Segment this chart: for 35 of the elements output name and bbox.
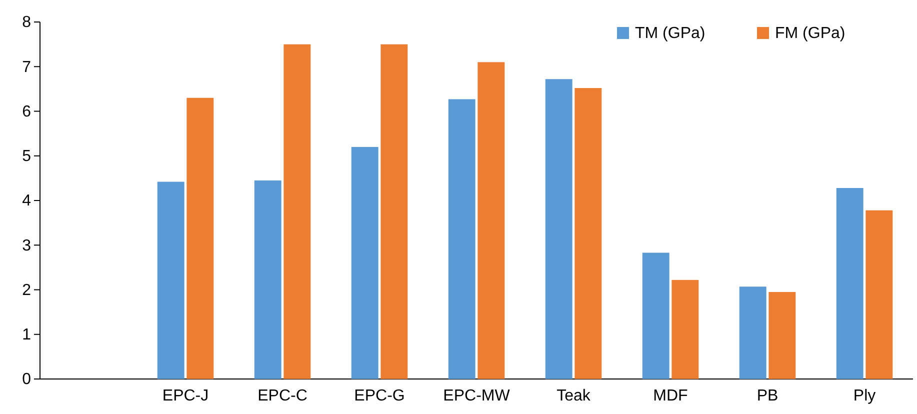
bar (380, 44, 408, 379)
bar (768, 292, 796, 379)
bar (284, 44, 311, 379)
y-tick-label: 0 (22, 371, 32, 388)
bar (186, 98, 214, 379)
x-tick-label: Ply (853, 387, 876, 404)
y-tick-label: 6 (22, 103, 32, 120)
x-tick-label: EPC-G (354, 387, 405, 404)
bar (351, 146, 378, 379)
bar (836, 188, 864, 379)
x-tick-label: PB (756, 387, 778, 404)
bar (254, 180, 282, 379)
bar (866, 210, 893, 379)
y-tick-label: 7 (22, 58, 32, 76)
y-tick-label: 2 (22, 282, 32, 299)
legend-label: TM (GPa) (635, 25, 706, 42)
y-tick-label: 5 (22, 148, 32, 165)
x-tick-label: MDF (653, 387, 688, 404)
bar (672, 280, 699, 379)
bar (545, 79, 572, 379)
y-tick-label: 4 (22, 192, 32, 210)
bar (157, 182, 184, 379)
bar (642, 252, 670, 379)
bar (448, 99, 476, 379)
bar (574, 88, 602, 379)
bar (478, 62, 505, 379)
y-tick-label: 1 (22, 326, 32, 344)
x-tick-label: Teak (556, 387, 592, 404)
x-tick-label: EPC-J (162, 387, 209, 404)
bar (739, 286, 766, 379)
y-tick-label: 3 (22, 237, 32, 254)
x-tick-label: EPC-MW (443, 387, 511, 404)
y-tick-label: 8 (22, 14, 32, 32)
legend-label: FM (GPa) (775, 25, 846, 42)
x-tick-label: EPC-C (258, 387, 308, 404)
